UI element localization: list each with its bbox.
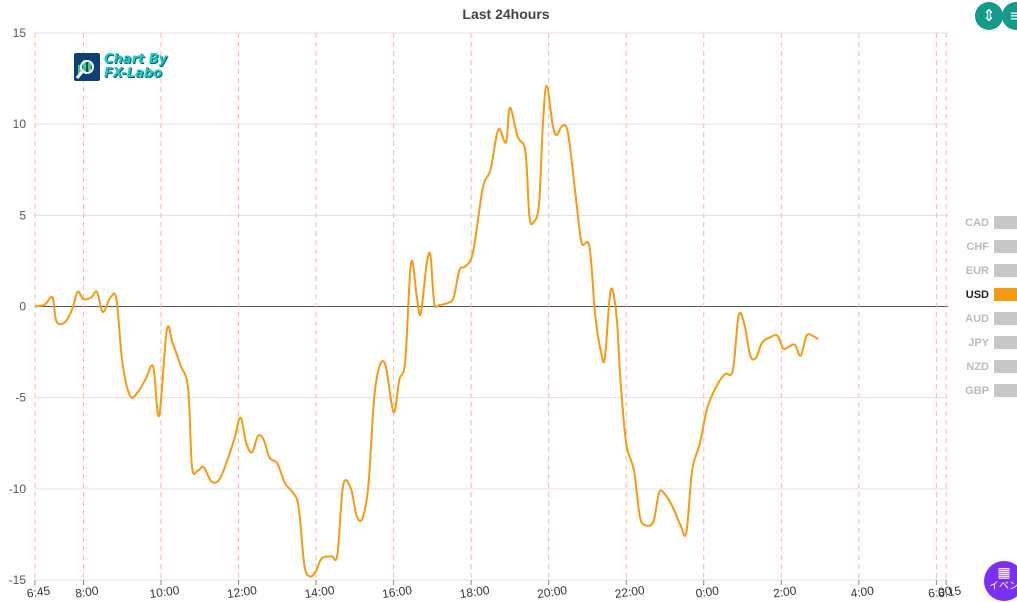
legend-swatch: [994, 240, 1017, 253]
legend-label: AUD: [965, 313, 989, 325]
horizontal-grid: [35, 32, 948, 581]
x-tick-label: 10:00: [149, 583, 181, 601]
legend-swatch: [994, 288, 1017, 301]
legend-item-chf[interactable]: CHF: [966, 240, 1017, 253]
vertical-grid: [34, 33, 947, 580]
y-tick-label: -10: [9, 482, 27, 496]
legend-item-eur[interactable]: EUR: [966, 264, 1017, 277]
logo-magnifier-icon: [74, 53, 100, 81]
legend-label: CHF: [966, 241, 989, 253]
legend-item-nzd[interactable]: NZD: [966, 360, 1017, 373]
x-axis-ticks: 6:45 8:00 10:00 12:00 14:00 16:00 18:00 20:00 22…: [26, 580, 962, 601]
legend-swatch: [994, 216, 1017, 229]
calendar-icon: ▦: [997, 565, 1011, 581]
legend-label: GBP: [965, 385, 989, 397]
x-tick-label: 12:00: [226, 583, 258, 601]
y-axis-ticks: 15 10 5 0 -5 -10 -15: [9, 26, 27, 587]
x-tick-label: 6:15: [937, 583, 962, 600]
legend-label: CAD: [965, 217, 989, 229]
logo-line-1: Chart By: [104, 52, 168, 67]
x-tick-label: 6:45: [26, 583, 51, 600]
legend-item-jpy[interactable]: JPY: [968, 336, 1017, 349]
legend-swatch: [994, 384, 1017, 397]
legend-item-aud[interactable]: AUD: [965, 312, 1017, 325]
legend-swatch: [994, 336, 1017, 349]
legend-item-gbp[interactable]: GBP: [965, 384, 1017, 397]
legend-item-usd[interactable]: USD: [966, 288, 1017, 301]
y-tick-label: 15: [13, 26, 27, 40]
event-button-label: イベン: [989, 581, 1017, 592]
x-tick-label: 4:00: [850, 583, 875, 600]
legend-label: NZD: [966, 361, 989, 373]
logo-line-2: FX-Labo: [104, 66, 163, 81]
series-group: [34, 84, 819, 578]
y-tick-label: -5: [15, 391, 26, 405]
chart-title: Last 24hours: [462, 6, 549, 22]
legend-label: EUR: [966, 265, 989, 277]
x-tick-label: 22:00: [614, 583, 646, 601]
fx-labo-logo: Chart By FX-Labo: [74, 53, 178, 83]
compress-icon[interactable]: ⇕: [975, 2, 1003, 30]
x-tick-label: 16:00: [381, 583, 413, 601]
legend[interactable]: CAD CHF EUR USD AUD JPY NZD GBP: [965, 216, 1017, 397]
y-tick-label: -15: [9, 573, 27, 587]
x-tick-label: 18:00: [459, 583, 491, 601]
y-tick-label: 0: [19, 300, 26, 314]
series-line-usd: [34, 84, 819, 578]
legend-swatch: [994, 312, 1017, 325]
menu-icon[interactable]: ≡: [1002, 2, 1017, 30]
x-tick-label: 2:00: [772, 583, 797, 600]
x-tick-label: 20:00: [536, 583, 568, 601]
x-tick-label: 14:00: [304, 583, 336, 601]
y-tick-label: 10: [13, 117, 27, 131]
legend-swatch: [994, 264, 1017, 277]
legend-item-cad[interactable]: CAD: [965, 216, 1017, 229]
y-tick-label: 5: [19, 208, 26, 222]
legend-label: JPY: [968, 337, 989, 349]
x-tick-label: 6:00: [927, 583, 952, 600]
legend-label: USD: [966, 289, 989, 301]
legend-swatch: [994, 360, 1017, 373]
x-tick-label: 0:00: [695, 583, 720, 600]
event-button[interactable]: ▦ イベン: [984, 561, 1017, 601]
x-tick-label: 8:00: [74, 583, 99, 600]
